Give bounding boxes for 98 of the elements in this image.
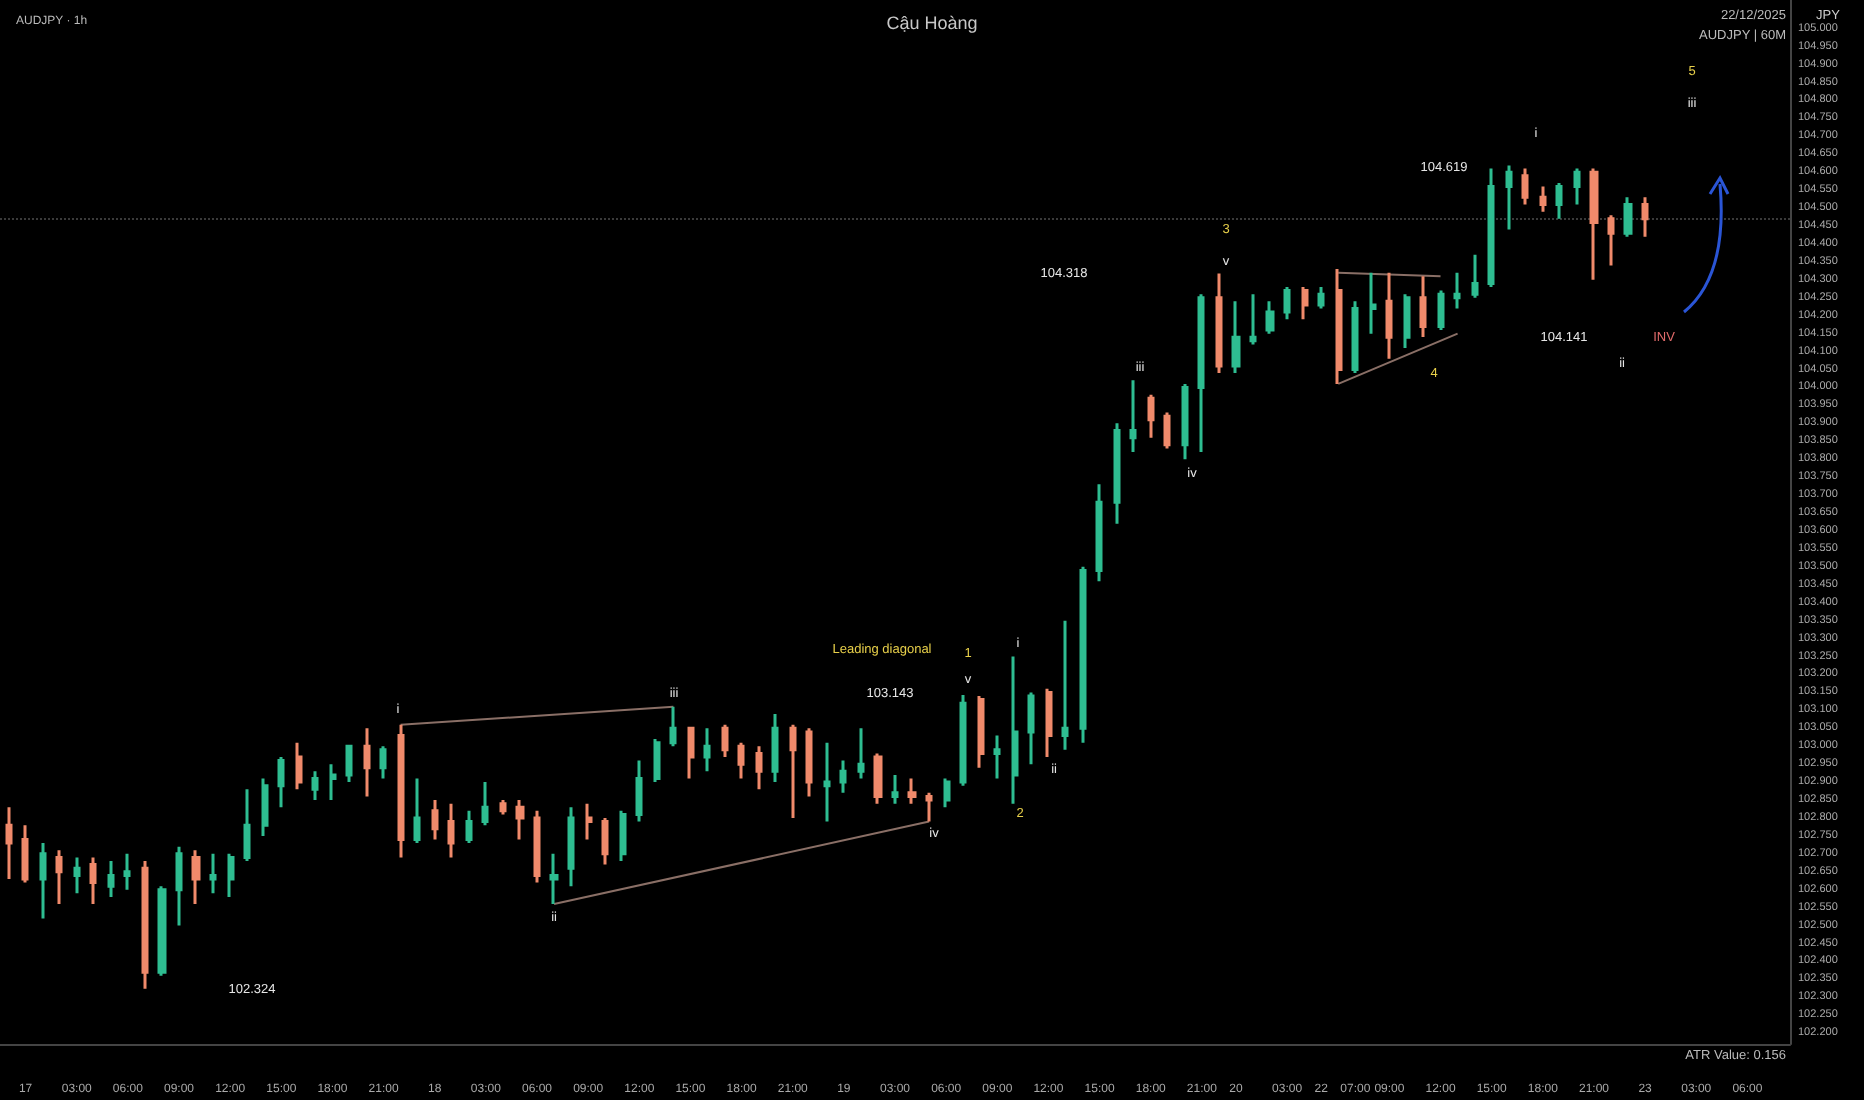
candlestick bbox=[379, 744, 387, 781]
candlestick bbox=[1095, 482, 1103, 583]
candlestick bbox=[73, 855, 81, 895]
candlestick bbox=[1011, 655, 1019, 806]
candlestick bbox=[209, 852, 217, 895]
candlestick bbox=[123, 852, 131, 892]
candlestick bbox=[5, 805, 13, 881]
candlestick bbox=[1505, 163, 1513, 232]
candlestick bbox=[1487, 167, 1495, 289]
candlestick bbox=[687, 726, 695, 781]
candlestick bbox=[669, 705, 677, 748]
candlestick bbox=[1589, 167, 1599, 282]
text: Cậu Hoàng bbox=[886, 13, 978, 33]
candlestick bbox=[465, 809, 473, 845]
candlestick bbox=[107, 859, 115, 899]
candlestick bbox=[261, 777, 269, 838]
candlestick bbox=[635, 759, 643, 824]
candlestick bbox=[943, 777, 951, 809]
candlestick bbox=[1607, 213, 1615, 267]
candlestick bbox=[601, 816, 609, 867]
candlestick bbox=[1453, 271, 1461, 311]
candlestick bbox=[549, 852, 559, 906]
candlestick bbox=[1129, 378, 1137, 454]
candlestick bbox=[907, 777, 917, 806]
candlestick bbox=[55, 848, 63, 906]
candlestick bbox=[1403, 292, 1411, 350]
candlestick bbox=[1045, 687, 1053, 759]
candlestick bbox=[1573, 167, 1581, 206]
candlestick bbox=[175, 845, 183, 928]
candlestick bbox=[447, 802, 455, 859]
candlestick bbox=[311, 769, 319, 802]
candlestick bbox=[823, 741, 831, 824]
candlestick bbox=[533, 809, 541, 885]
candlestick bbox=[413, 777, 421, 845]
candlestick bbox=[959, 693, 967, 788]
candlestick bbox=[1061, 619, 1069, 752]
candlestick bbox=[703, 726, 711, 773]
candlestick bbox=[499, 798, 507, 816]
candlestick bbox=[1163, 411, 1171, 450]
candlestick bbox=[1419, 274, 1427, 339]
candlestick bbox=[89, 855, 97, 906]
candlestick bbox=[619, 809, 627, 863]
candlestick bbox=[839, 759, 847, 795]
candlestick bbox=[1351, 299, 1359, 375]
candlestick bbox=[857, 726, 865, 781]
candlestick bbox=[873, 751, 883, 806]
candlestick bbox=[771, 712, 779, 784]
candlestick bbox=[1369, 271, 1377, 336]
candlestick bbox=[585, 802, 593, 842]
candlestick bbox=[653, 737, 661, 784]
candlestick bbox=[1317, 285, 1325, 311]
candlestick bbox=[21, 823, 29, 885]
candlestick bbox=[515, 798, 525, 842]
candlestick bbox=[141, 859, 149, 991]
candlestick bbox=[1437, 289, 1445, 332]
candlestick bbox=[789, 723, 797, 820]
candlestick bbox=[329, 762, 337, 802]
candlestick bbox=[993, 733, 1001, 781]
candlestick bbox=[1539, 185, 1547, 214]
candlestick bbox=[1181, 382, 1189, 461]
candlestick bbox=[1521, 167, 1529, 206]
candlestick bbox=[243, 787, 251, 863]
candlestick bbox=[295, 741, 303, 791]
candlestick bbox=[1555, 181, 1563, 221]
candlestick bbox=[481, 780, 489, 827]
candlestick bbox=[191, 848, 201, 906]
candlestick bbox=[755, 744, 763, 791]
candlestick bbox=[1335, 267, 1343, 386]
candlestick bbox=[1301, 285, 1309, 321]
candlestick bbox=[805, 726, 813, 798]
candlestick bbox=[1147, 393, 1155, 440]
candlestick bbox=[891, 773, 899, 806]
candlestick bbox=[1471, 253, 1479, 300]
candlestick bbox=[737, 741, 745, 781]
candlestick bbox=[39, 841, 47, 920]
candlestick bbox=[431, 798, 439, 842]
candlestick bbox=[1283, 285, 1291, 321]
candlestick bbox=[1249, 292, 1257, 346]
candlestick bbox=[1231, 299, 1241, 375]
candlestick bbox=[1027, 690, 1035, 766]
candlestick bbox=[977, 694, 985, 770]
candlestick bbox=[1197, 292, 1205, 454]
candlestick bbox=[1641, 195, 1649, 239]
candlestick bbox=[1113, 421, 1121, 526]
candlestick bbox=[567, 805, 575, 888]
candlestick bbox=[1215, 271, 1223, 375]
candlestick bbox=[925, 791, 933, 824]
candlestick bbox=[721, 723, 729, 759]
candlestick bbox=[1265, 299, 1275, 336]
candlestick bbox=[345, 744, 353, 784]
candlestick bbox=[1079, 565, 1087, 745]
candlestick bbox=[277, 755, 285, 809]
candlestick bbox=[157, 884, 167, 978]
candlestick bbox=[397, 723, 405, 859]
candlestick bbox=[1385, 271, 1393, 361]
candlestick bbox=[363, 726, 371, 798]
candlestick bbox=[1623, 195, 1633, 239]
candlestick bbox=[227, 852, 235, 899]
